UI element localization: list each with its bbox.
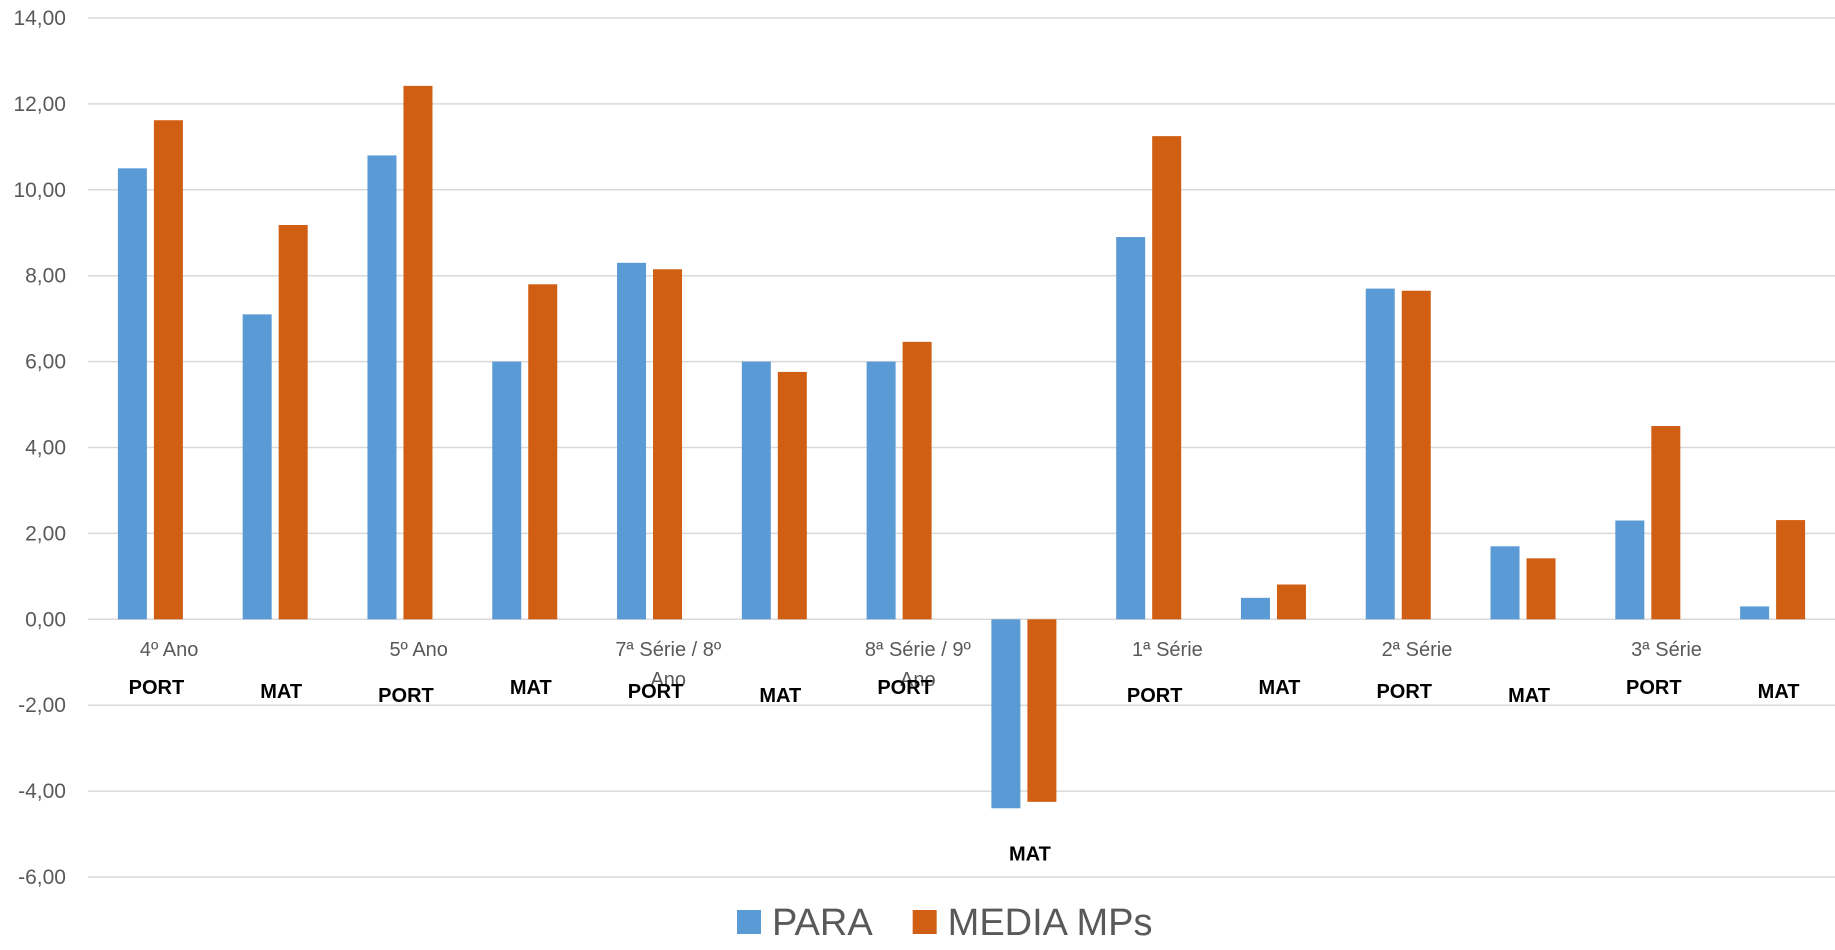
subject-label: MAT [759, 685, 801, 707]
y-tick-label: 12,00 [13, 93, 66, 116]
bar-media-mps [777, 371, 807, 620]
subject-label: PORT [1376, 681, 1432, 703]
bar-media-mps [1276, 584, 1306, 620]
bar-media-mps [902, 341, 932, 620]
group-label: 2ª Série [1382, 639, 1453, 661]
group-label: 8ª Série / 9º Ano [865, 639, 972, 691]
subject-label: PORT [129, 677, 185, 699]
group-label: 7ª Série / 8º Ano [615, 639, 722, 691]
legend-swatch [737, 910, 761, 934]
subject-label: PORT [628, 681, 684, 703]
subject-label: MAT [510, 677, 552, 699]
y-tick-label: 2,00 [25, 522, 66, 545]
legend: PARA MEDIA MPs [737, 902, 1152, 944]
y-tick-label: -4,00 [18, 780, 66, 803]
y-tick-label: 6,00 [25, 351, 66, 374]
bar-para [617, 262, 647, 620]
bar-para [1365, 288, 1395, 620]
subject-label: PORT [1127, 685, 1183, 707]
y-tick-label: -2,00 [18, 694, 66, 717]
bar-para [1740, 606, 1770, 620]
bar-para [367, 155, 397, 620]
bar-para [1116, 237, 1146, 620]
y-tick-label: 4,00 [25, 437, 66, 460]
bar-media-mps [403, 85, 433, 620]
y-tick-label: 0,00 [25, 608, 66, 631]
subject-label: MAT [1758, 681, 1800, 703]
bars [117, 85, 1806, 809]
group-label: 4º Ano [140, 639, 198, 661]
bar-media-mps [1776, 520, 1806, 620]
legend-swatch [912, 910, 937, 934]
y-axis-ticks: 14,00 12,00 10,00 8,00 6,00 4,00 2,00 0,00 -2,00… [13, 7, 66, 889]
bar-media-mps [1526, 558, 1556, 620]
subject-label: MAT [1508, 685, 1550, 707]
x-axis-labels: 4º Ano 5º Ano 7ª Série / 8º Ano 8ª Série / 9… [129, 639, 1800, 865]
group-label: 1ª Série [1132, 639, 1203, 661]
bar-para [1615, 520, 1645, 620]
group-label: 3ª Série [1631, 639, 1702, 661]
bar-media-mps [1027, 619, 1057, 802]
group-label: 5º Ano [389, 639, 447, 661]
y-tick-label: 14,00 [13, 7, 66, 30]
bar-media-mps [1401, 290, 1431, 620]
y-tick-label: 10,00 [13, 179, 66, 202]
y-tick-label: 8,00 [25, 265, 66, 288]
bar-para [991, 619, 1021, 809]
subject-label: PORT [378, 685, 434, 707]
bar-para [1490, 546, 1520, 620]
legend-label: MEDIA MPs [948, 902, 1153, 944]
gridlines [88, 17, 1835, 878]
y-tick-label: -6,00 [18, 866, 66, 889]
bar-media-mps [1152, 136, 1182, 620]
legend-label: PARA [772, 902, 873, 944]
bar-media-mps [153, 120, 183, 620]
subject-label: MAT [1259, 677, 1301, 699]
subject-label: MAT [260, 681, 302, 703]
bar-para [1240, 597, 1270, 620]
subject-label: PORT [877, 677, 933, 699]
bar-media-mps [653, 269, 683, 620]
bar-media-mps [528, 284, 558, 620]
subject-label: PORT [1626, 677, 1682, 699]
bar-para [492, 361, 522, 620]
bar-para [741, 361, 771, 620]
bar-para [866, 361, 896, 620]
subject-label: MAT [1009, 843, 1051, 865]
bar-media-mps [1651, 426, 1681, 620]
bar-media-mps [278, 225, 308, 620]
bar-para [242, 314, 272, 620]
bar-para [117, 168, 147, 620]
